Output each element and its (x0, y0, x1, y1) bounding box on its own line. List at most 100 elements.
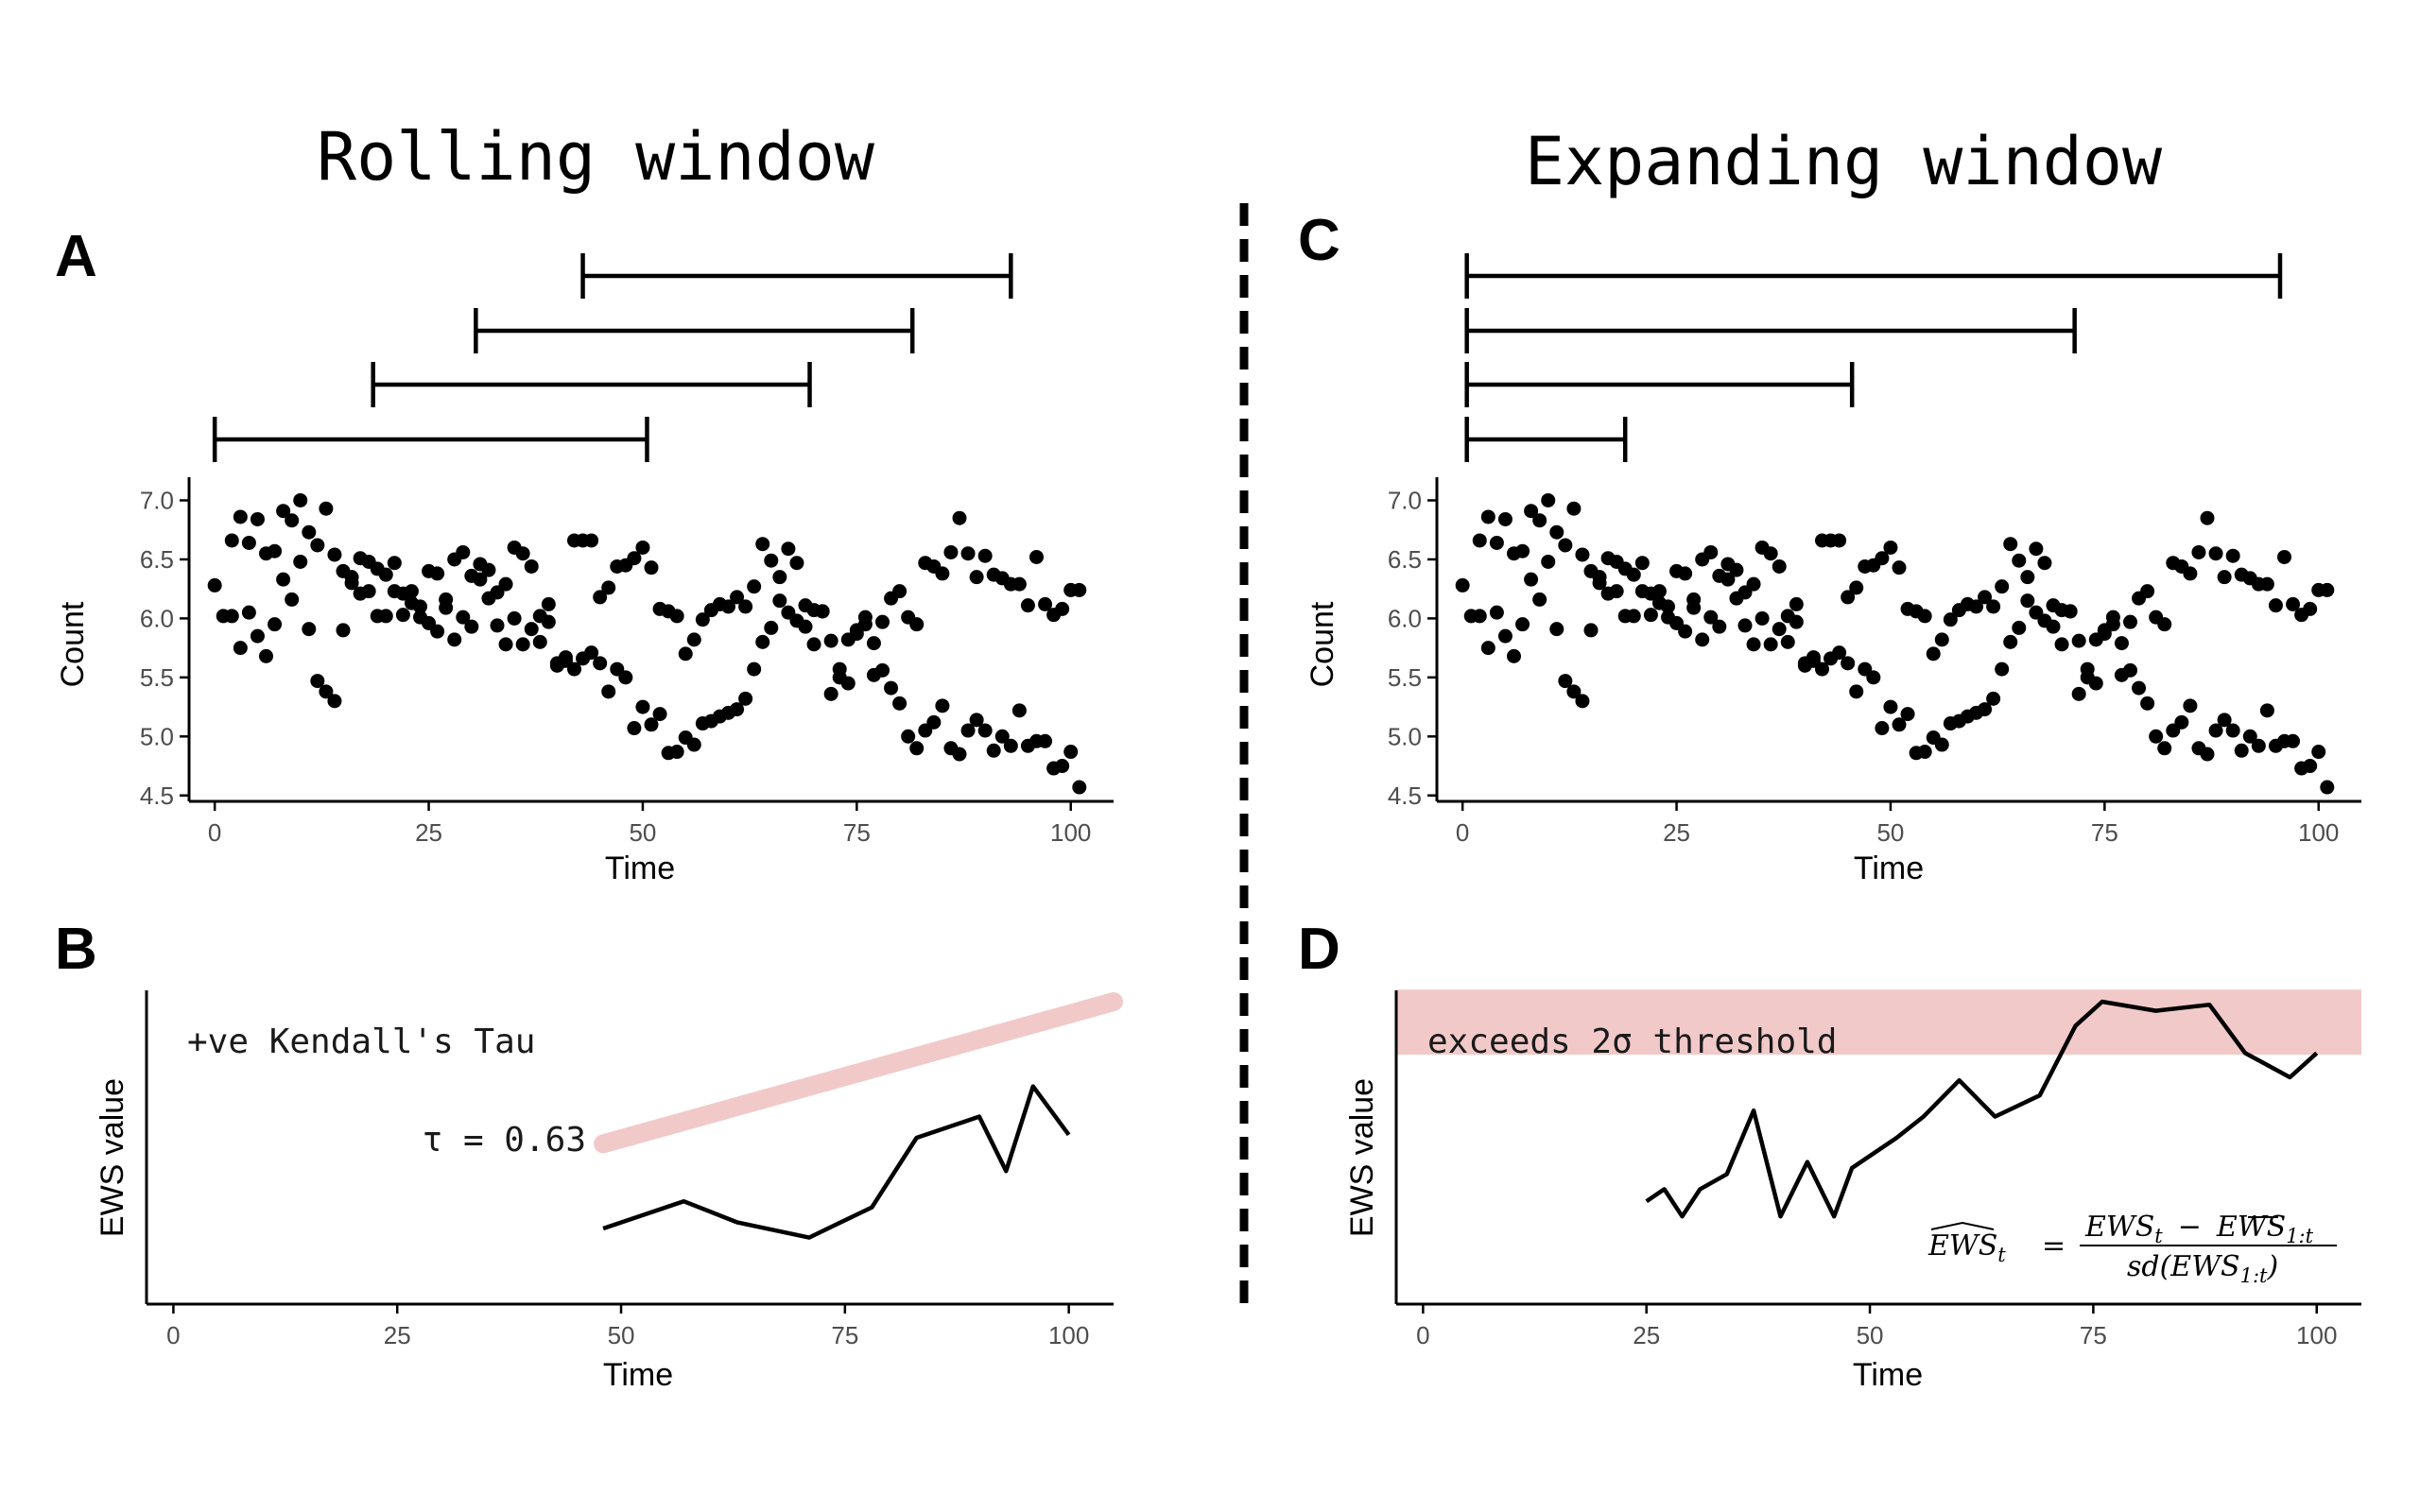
data-point (2012, 620, 2027, 635)
data-point (1558, 674, 1573, 689)
panel-d-x-tick-label: 75 (2080, 1321, 2107, 1349)
data-point (840, 676, 856, 691)
data-point (2277, 549, 2291, 564)
data-point (686, 737, 701, 752)
data-point (2157, 741, 2172, 756)
data-point (909, 741, 925, 756)
panel-b-ylabel: EWS value (95, 1078, 130, 1237)
data-point (823, 633, 838, 648)
panel-c-y-tick-label: 5.5 (1388, 663, 1422, 692)
data-point (541, 596, 556, 611)
data-point (413, 599, 427, 614)
panel-letter-d: D (1298, 917, 1340, 982)
panel-d-band-label: exceeds 2σ threshold (1427, 1022, 1837, 1061)
data-point (481, 562, 496, 577)
data-point (994, 729, 1010, 744)
ews-series-line (602, 1084, 1071, 1240)
data-point (2071, 633, 2086, 648)
data-point (1875, 721, 1890, 736)
data-point (250, 628, 265, 644)
data-point (2320, 582, 2335, 597)
panel-b-x-tick-label: 50 (608, 1321, 635, 1349)
panel-c-ylabel: Count (1305, 601, 1340, 687)
data-point (1524, 504, 1539, 519)
data-point (798, 619, 813, 634)
kendall-trend-line (594, 992, 1123, 1154)
data-point (1772, 558, 1787, 574)
data-point (1549, 622, 1564, 637)
data-point (2303, 759, 2318, 774)
panel-c-y-tick-label: 6.0 (1388, 604, 1422, 632)
panel-a-y-tick-label: 6.0 (140, 604, 174, 632)
panel-d-band (1396, 989, 2361, 1055)
data-point (276, 572, 291, 587)
data-point (678, 646, 693, 662)
panel-b-axes: 0 25 50 75 100 (145, 990, 1114, 1349)
panel-letter-a: A (55, 224, 97, 289)
data-point (2286, 596, 2301, 611)
data-point (2157, 617, 2172, 632)
data-point (2029, 541, 2044, 557)
data-point (1583, 623, 1599, 638)
panel-c-x-tick-label: 100 (2298, 818, 2339, 847)
data-point (1986, 691, 2001, 706)
data-point (618, 670, 633, 685)
panel-c-points (1455, 492, 2335, 795)
formula-hat (1930, 1221, 1995, 1230)
data-point (644, 717, 659, 732)
data-point (2251, 738, 2266, 753)
data-point (404, 584, 419, 599)
data-point (2132, 680, 2147, 696)
data-point (1507, 648, 1521, 663)
data-point (755, 537, 770, 552)
data-point (755, 634, 770, 649)
data-point (2200, 747, 2215, 762)
data-point (1772, 622, 1787, 637)
data-point (738, 599, 753, 614)
data-point (241, 535, 256, 550)
data-point (823, 686, 838, 701)
data-point (2105, 610, 2120, 625)
data-point (926, 714, 942, 730)
data-point (387, 556, 402, 571)
data-point (1678, 566, 1693, 581)
data-point (772, 570, 787, 585)
data-point (935, 698, 950, 713)
data-point (2140, 584, 2155, 599)
data-point (2123, 662, 2137, 678)
data-point (276, 504, 291, 519)
data-point (866, 636, 881, 651)
data-point (2149, 729, 2164, 744)
data-point (1703, 544, 1719, 559)
data-point (395, 608, 410, 623)
panel-b-x-tick-label: 100 (1048, 1321, 1089, 1349)
panel-a-windows (212, 253, 1013, 462)
data-point (2225, 548, 2240, 563)
data-point (952, 747, 967, 762)
data-point (1626, 609, 1641, 624)
panel-a-y-tick-label: 6.5 (140, 545, 174, 574)
data-point (1592, 570, 1607, 585)
panel-d-series (1645, 999, 2319, 1219)
data-point (2037, 556, 2052, 571)
formula-denominator: sd(EWS1:t) (2127, 1250, 2278, 1287)
data-point (2217, 713, 2232, 728)
data-point (473, 572, 488, 587)
data-point (2140, 696, 2155, 711)
formula-lhs: EWSt (1927, 1229, 2006, 1266)
data-point (747, 662, 762, 677)
data-point (1020, 598, 1035, 613)
data-point (2054, 637, 2069, 652)
data-point (1720, 572, 1736, 587)
panel-c-y-tick-label: 7.0 (1388, 486, 1422, 514)
data-point (2183, 566, 2198, 581)
data-point (1038, 733, 1053, 748)
data-point (1780, 634, 1795, 649)
formula-equals: = (2042, 1229, 2066, 1263)
data-point (532, 634, 547, 649)
panel-d-ylabel: EWS value (1344, 1078, 1380, 1237)
data-point (1995, 579, 2010, 594)
data-point (2012, 553, 2027, 568)
data-point (593, 590, 608, 605)
data-point (310, 674, 325, 689)
